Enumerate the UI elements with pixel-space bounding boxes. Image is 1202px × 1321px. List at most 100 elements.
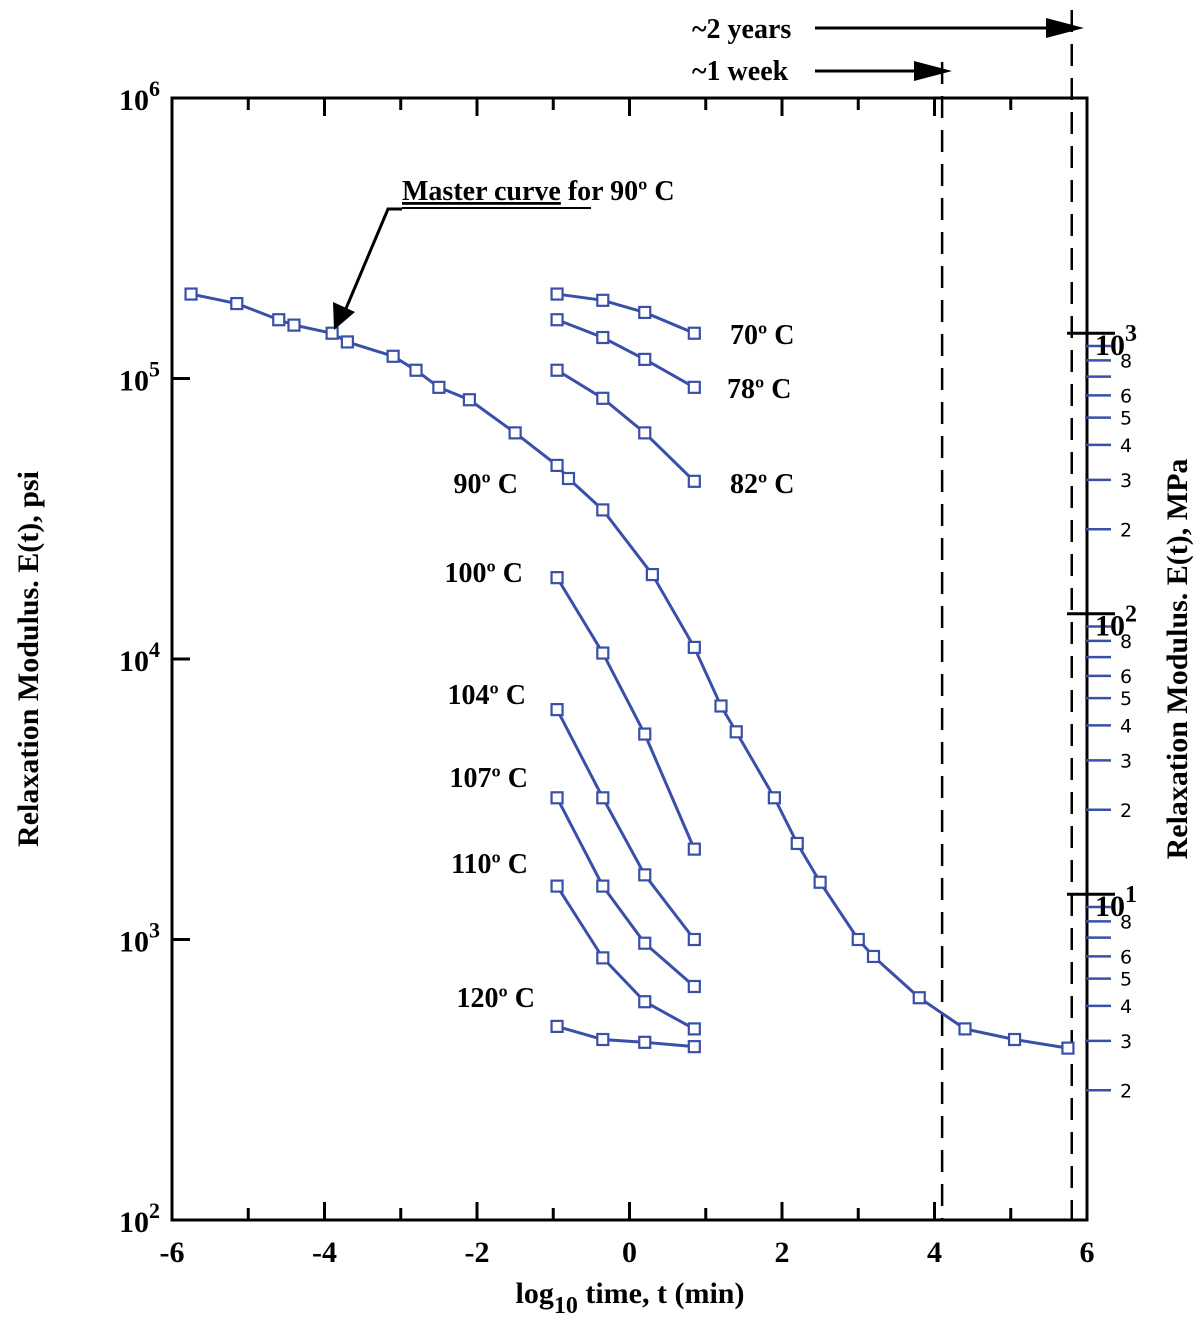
mpa-minor-label: 6: [1120, 385, 1132, 407]
y-tick-label: 103: [119, 918, 160, 959]
mpa-minor-label: 3: [1120, 470, 1132, 492]
data-point: [596, 503, 610, 517]
data-point: [596, 951, 610, 965]
series-label: 104º C: [448, 680, 526, 711]
series-layer: [184, 287, 1075, 1055]
data-point: [508, 426, 522, 440]
y-axis-right-title: Relaxation Modulus. E(t), MPa: [1161, 459, 1194, 860]
data-point: [340, 335, 354, 349]
series-label: 110º C: [451, 849, 528, 880]
data-point: [687, 979, 701, 994]
data-point: [638, 868, 652, 882]
series: [184, 287, 1075, 1055]
x-tick-label: 4: [927, 1236, 942, 1269]
mpa-major-label: 103: [1095, 321, 1137, 362]
mpa-minor-label: 8: [1120, 911, 1132, 933]
series-label: 100º C: [445, 558, 523, 589]
data-point: [550, 1019, 564, 1034]
series-line: [556, 318, 696, 389]
mpa-minor-label: 4: [1120, 715, 1132, 737]
data-point: [550, 571, 564, 585]
y-tick-label: 106: [119, 76, 160, 117]
data-point: [325, 326, 339, 340]
data-point: [851, 932, 865, 947]
x-tick-label: 0: [622, 1236, 637, 1269]
data-point: [462, 393, 476, 407]
series-line: [555, 885, 696, 1031]
mpa-minor-label: 4: [1120, 435, 1132, 457]
y-axis-left-title: Relaxation Modulus. E(t), psi: [12, 471, 45, 847]
data-point: [687, 474, 701, 488]
data-point: [958, 1022, 972, 1036]
data-point: [550, 879, 564, 893]
data-point: [596, 879, 610, 893]
one-week-label: ~1 week: [692, 56, 789, 87]
series: [550, 313, 701, 394]
data-point: [550, 287, 564, 301]
data-point: [596, 646, 610, 660]
series: [550, 791, 701, 994]
plot-frame: [170, 96, 1089, 1222]
data-point: [550, 703, 564, 717]
data-point: [638, 352, 652, 366]
x-tick-label: -2: [465, 1236, 490, 1269]
series-line: [555, 576, 696, 850]
data-point: [596, 1032, 610, 1047]
data-point: [813, 875, 827, 889]
series: [550, 571, 701, 856]
data-point: [638, 1035, 652, 1049]
master-curve-90-label: 90º C: [454, 469, 518, 500]
data-point: [272, 313, 286, 327]
series: [550, 1019, 701, 1054]
series-line: [556, 368, 696, 483]
data-point: [432, 380, 446, 394]
mpa-minor-label: 3: [1120, 750, 1132, 772]
mpa-major-label: 102: [1095, 602, 1137, 643]
y-tick-label: 102: [119, 1198, 160, 1239]
data-point: [561, 471, 576, 486]
x-tick-label: -4: [312, 1236, 337, 1269]
reference-lines: [940, 10, 1073, 1220]
data-point: [550, 458, 564, 472]
series-label: 78º C: [727, 374, 791, 405]
data-point: [638, 727, 652, 741]
data-point: [386, 349, 400, 363]
data-point: [645, 567, 659, 582]
data-point: [230, 296, 244, 311]
data-point: [687, 842, 701, 856]
data-point: [409, 363, 423, 377]
series-label: 120º C: [457, 983, 535, 1014]
two-years-label: ~2 years: [692, 14, 791, 45]
master-curve-arrowhead: [333, 302, 355, 330]
mpa-minor-label: 5: [1120, 408, 1132, 430]
data-point: [687, 932, 701, 947]
mpa-minor-label: 3: [1120, 1031, 1132, 1053]
x-tick-label: 6: [1080, 1236, 1095, 1269]
data-point: [687, 1022, 701, 1036]
data-point: [790, 836, 804, 851]
data-point: [638, 426, 652, 440]
mpa-minor-label: 4: [1120, 996, 1132, 1018]
series-line: [555, 708, 696, 941]
data-point: [638, 995, 652, 1009]
mpa-minor-label: 5: [1120, 688, 1132, 710]
mpa-major-label: 101: [1095, 882, 1137, 923]
data-point: [866, 949, 881, 964]
data-point: [550, 313, 564, 327]
mpa-minor-label: 2: [1120, 1080, 1132, 1102]
two-years-arrowhead: [1046, 18, 1084, 38]
master-curve-annotation: Master curve for 90º C: [402, 176, 675, 207]
series-line: [555, 797, 696, 988]
series: [550, 287, 701, 340]
data-point: [767, 791, 781, 805]
mpa-minor-label: 6: [1120, 946, 1132, 968]
series-label: 70º C: [730, 320, 794, 351]
series-label: 107º C: [450, 763, 528, 794]
data-point: [596, 330, 610, 345]
master-curve-pointer-arrow: [340, 207, 402, 319]
x-tick-label: -6: [160, 1236, 185, 1269]
series: [550, 363, 701, 488]
mpa-minor-label: 5: [1120, 969, 1132, 991]
x-axis-title: log10 time, t (min): [516, 1277, 745, 1319]
data-point: [687, 380, 701, 394]
